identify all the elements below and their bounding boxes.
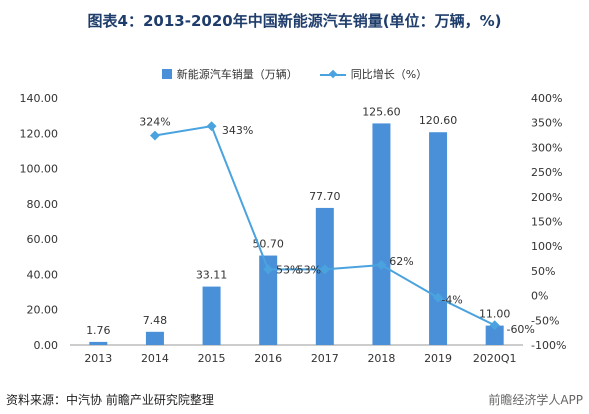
- left-tick-label: 20.00: [27, 304, 59, 317]
- right-tick-label: 350%: [531, 117, 562, 130]
- brand-watermark: 前瞻经济学人APP: [488, 393, 583, 407]
- left-tick-label: 40.00: [27, 268, 59, 281]
- left-tick-label: 100.00: [20, 163, 59, 176]
- bar: [202, 286, 221, 345]
- right-tick-label: 50%: [531, 265, 555, 278]
- left-tick-label: 120.00: [20, 127, 59, 140]
- bar-value-label: 1.76: [86, 324, 111, 337]
- bar-value-label: 120.60: [419, 114, 458, 127]
- legend-label-sales: 新能源汽车销量（万辆）: [176, 68, 298, 81]
- source-note: 资料来源：中汽协 前瞻产业研究院整理: [6, 393, 214, 407]
- growth-value-label: 343%: [222, 124, 253, 137]
- growth-marker: [319, 264, 330, 275]
- chart-title: 图表4：2013-2020年中国新能源汽车销量(单位：万辆，%): [87, 12, 502, 30]
- x-tick-label: 2020Q1: [473, 352, 517, 365]
- bar-value-label: 125.60: [362, 105, 401, 118]
- right-tick-label: 100%: [531, 240, 562, 253]
- x-tick-label: 2017: [311, 352, 339, 365]
- x-tick-label: 2013: [84, 352, 112, 365]
- bar: [429, 132, 448, 345]
- bar-value-label: 11.00: [479, 308, 511, 321]
- right-tick-label: -50%: [531, 314, 559, 327]
- growth-marker: [433, 292, 444, 303]
- growth-value-label: 324%: [139, 116, 170, 129]
- right-tick-label: 250%: [531, 166, 562, 179]
- right-tick-label: 150%: [531, 216, 562, 229]
- right-tick-label: 400%: [531, 92, 562, 105]
- right-tick-label: 0%: [531, 290, 548, 303]
- legend-item-sales: 新能源汽车销量（万辆）: [161, 66, 298, 82]
- right-tick-label: 300%: [531, 141, 562, 154]
- bar: [315, 207, 334, 345]
- bar: [372, 123, 391, 345]
- legend-label-growth: 同比增长（%）: [350, 68, 428, 81]
- legend-bar-swatch: [161, 69, 172, 79]
- left-tick-label: 0.00: [34, 339, 59, 352]
- bar: [485, 325, 504, 345]
- left-tick-label: 80.00: [27, 198, 59, 211]
- x-tick-label: 2015: [198, 352, 226, 365]
- right-tick-label: 200%: [531, 191, 562, 204]
- right-tick-label: -100%: [531, 339, 566, 352]
- growth-value-label: 62%: [389, 255, 413, 268]
- growth-value-label: -4%: [441, 294, 462, 307]
- legend-item-growth: 同比增长（%）: [319, 66, 428, 82]
- left-tick-label: 60.00: [27, 233, 59, 246]
- x-tick-label: 2016: [254, 352, 282, 365]
- growth-marker: [489, 320, 500, 331]
- growth-marker: [263, 264, 274, 275]
- left-tick-label: 140.00: [20, 92, 59, 105]
- x-tick-label: 2014: [141, 352, 169, 365]
- growth-marker: [149, 130, 160, 141]
- growth-value-label: 53%: [276, 263, 300, 276]
- x-tick-label: 2019: [424, 352, 452, 365]
- growth-marker: [376, 260, 387, 270]
- growth-value-label: 53%: [297, 263, 321, 276]
- growth-marker: [206, 121, 217, 132]
- legend-line-swatch: [319, 69, 346, 79]
- bar: [259, 255, 278, 345]
- bar-value-label: 33.11: [196, 269, 228, 282]
- chart-legend: 新能源汽车销量（万辆） 同比增长（%）: [0, 66, 589, 82]
- bar: [89, 341, 108, 345]
- growth-value-label: -60%: [506, 323, 534, 336]
- bar-value-label: 7.48: [143, 314, 168, 327]
- x-tick-label: 2018: [367, 352, 395, 365]
- bar: [145, 331, 164, 345]
- bar-value-label: 77.70: [309, 190, 341, 203]
